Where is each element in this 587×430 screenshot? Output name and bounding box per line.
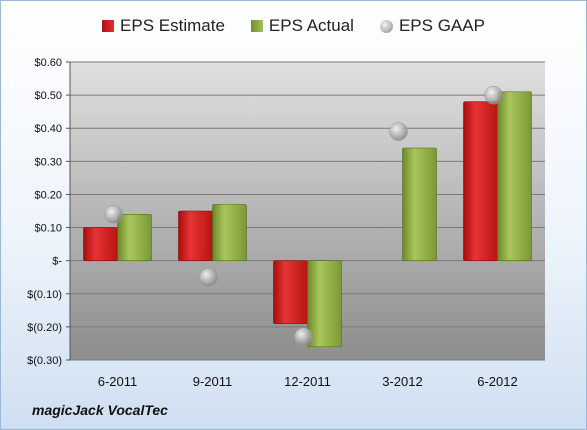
x-tick-label: 6-2012 xyxy=(477,374,517,389)
company-name: magicJack VocalTec xyxy=(32,402,168,418)
legend-label-eps-estimate: EPS Estimate xyxy=(120,16,225,35)
legend-label-eps-actual: EPS Actual xyxy=(268,16,354,35)
eps-gaap-marker xyxy=(104,205,123,224)
eps-gaap-marker xyxy=(389,122,408,141)
legend-swatch-eps-estimate xyxy=(102,20,115,32)
x-tick-label: 9-2011 xyxy=(193,374,233,389)
eps-gaap-marker xyxy=(484,85,503,105)
y-tick-label: $0.50 xyxy=(34,90,62,102)
y-axis: $0.60 $0.50 $0.40 $0.30 $0.20 $0.10 $- $(0.10) $… xyxy=(27,57,71,367)
eps-estimate-bar xyxy=(273,260,308,324)
x-tick-label: 3-2012 xyxy=(382,374,422,389)
legend-swatch-eps-actual xyxy=(250,20,263,32)
y-tick-label: $0.30 xyxy=(34,156,62,168)
legend-swatch-eps-gaap xyxy=(379,19,393,33)
x-axis: 6-2011 9-2011 12-2011 3-2012 6-2012 xyxy=(98,374,518,389)
y-tick-label: $(0.20) xyxy=(27,322,62,334)
eps-actual-bar xyxy=(402,147,437,261)
gaap-markers xyxy=(104,85,503,347)
legend-item-eps-estimate: EPS Estimate xyxy=(102,16,225,36)
legend-item-eps-gaap: EPS GAAP xyxy=(379,16,485,36)
eps-actual-bar xyxy=(307,260,342,348)
y-tick-label: $0.40 xyxy=(34,123,62,135)
bars xyxy=(83,91,532,348)
y-tick-label: $0.60 xyxy=(34,57,62,69)
eps-estimate-bar xyxy=(178,210,213,261)
eps-gaap-marker xyxy=(199,267,218,287)
eps-actual-bar xyxy=(117,214,152,261)
eps-gaap-marker xyxy=(294,327,313,347)
y-tick-label: $0.20 xyxy=(34,189,62,201)
x-tick-label: 6-2011 xyxy=(98,374,138,389)
y-tick-label: $(0.10) xyxy=(27,289,62,301)
legend-label-eps-gaap: EPS GAAP xyxy=(398,16,485,35)
legend-item-eps-actual: EPS Actual xyxy=(250,16,354,36)
y-tick-label: $0.10 xyxy=(34,223,62,235)
y-tick-label: $- xyxy=(52,256,62,268)
legend: EPS Estimate EPS Actual EPS GAAP xyxy=(0,14,587,38)
eps-estimate-bar xyxy=(463,101,498,261)
eps-actual-bar xyxy=(212,204,247,261)
eps-estimate-bar xyxy=(83,227,118,261)
y-tick-label: $(0.30) xyxy=(27,355,62,367)
eps-actual-bar xyxy=(497,91,532,261)
x-tick-label: 12-2011 xyxy=(284,374,331,389)
